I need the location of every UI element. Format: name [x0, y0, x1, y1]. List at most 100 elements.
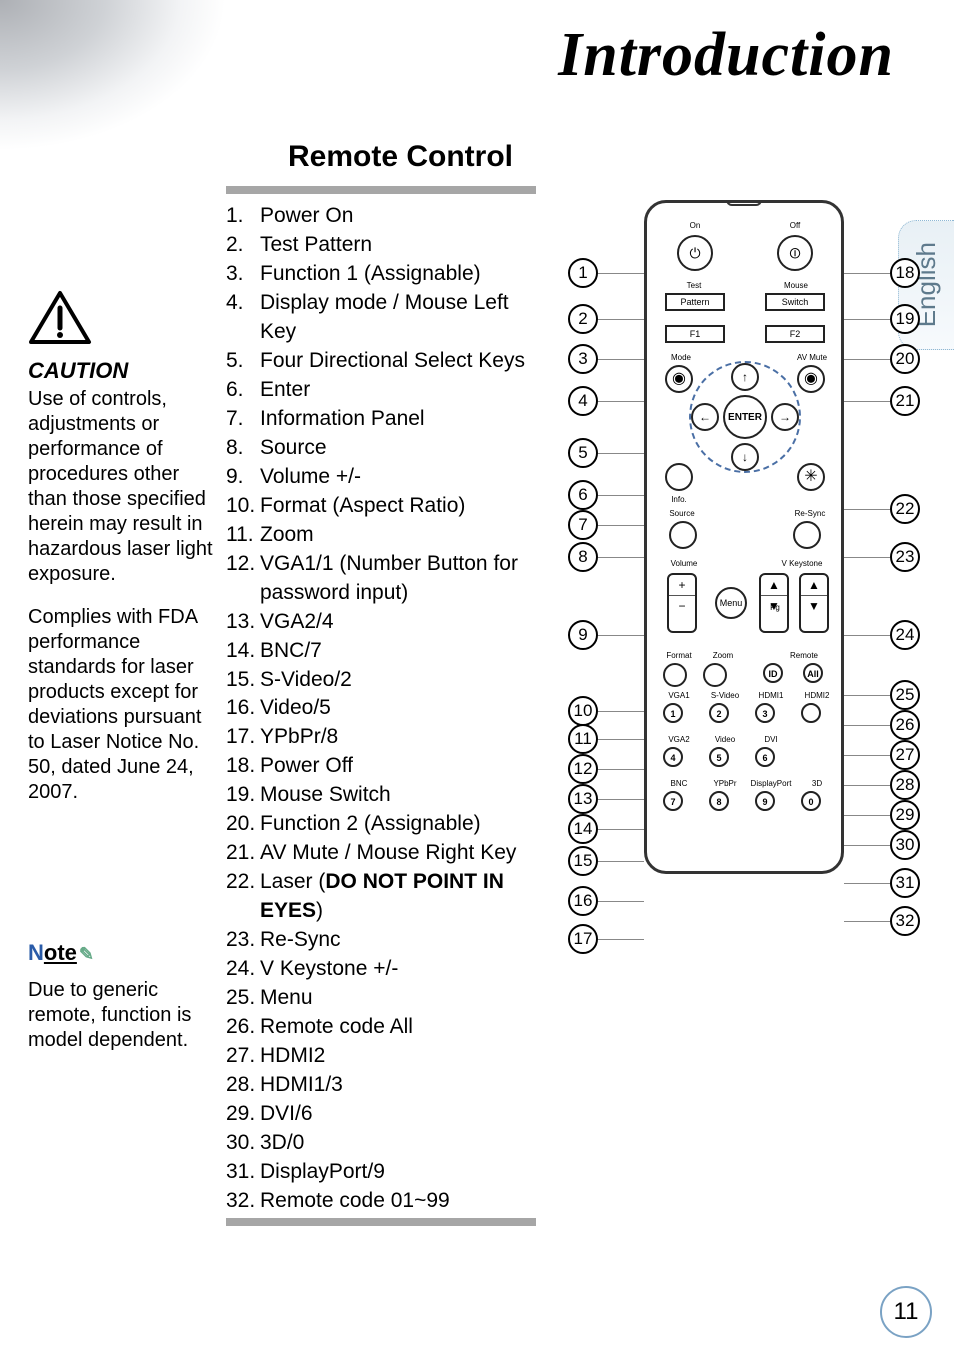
page-number: 11	[880, 1286, 932, 1338]
feature-item: 24.V Keystone +/-	[226, 955, 546, 984]
test-pattern-button[interactable]: Pattern	[665, 293, 725, 311]
callout-line	[598, 359, 644, 360]
avmute-button[interactable]: ◉	[797, 365, 825, 393]
num-9-button[interactable]: 9	[755, 791, 775, 811]
callout-15: 15	[568, 846, 598, 876]
up-button[interactable]: ↑	[731, 363, 759, 391]
callout-3: 3	[568, 344, 598, 374]
feature-num: 1.	[226, 202, 260, 231]
callout-line	[844, 785, 890, 786]
feature-num: 32.	[226, 1187, 260, 1216]
format-label: Format	[657, 651, 701, 660]
resync-button[interactable]	[793, 521, 821, 549]
format-button[interactable]	[663, 663, 687, 687]
vkeystone-label: V Keystone	[767, 559, 837, 568]
feature-item: 9.Volume +/-	[226, 463, 546, 492]
caution-text-1: Use of controls, adjustments or performa…	[28, 387, 218, 587]
vkeystone-rocker[interactable]: ▲▼	[799, 573, 829, 633]
callout-line	[598, 495, 644, 496]
callout-line	[844, 635, 890, 636]
feature-num: 24.	[226, 955, 260, 984]
callout-line	[598, 319, 644, 320]
callout-31: 31	[890, 868, 920, 898]
callout-26: 26	[890, 710, 920, 740]
callout-line	[844, 695, 890, 696]
callout-line	[844, 319, 890, 320]
num-5-button[interactable]: 5	[709, 747, 729, 767]
feature-text: HDMI1/3	[260, 1071, 546, 1100]
mode-button[interactable]: ◉	[665, 365, 693, 393]
enter-button[interactable]: ENTER	[723, 395, 767, 439]
num-blank-button[interactable]	[801, 703, 821, 723]
laser-button[interactable]: ✳	[797, 463, 825, 491]
displayport-label: DisplayPort	[749, 779, 793, 788]
num-2-button[interactable]: 2	[709, 703, 729, 723]
feature-item: 16.Video/5	[226, 694, 546, 723]
volume-rocker[interactable]: +−	[667, 573, 697, 633]
power-on-button[interactable]: ⏻	[677, 235, 713, 271]
id-button[interactable]: ID	[763, 663, 783, 683]
callout-5: 5	[568, 438, 598, 468]
feature-text: DisplayPort/9	[260, 1158, 546, 1187]
num-0-button[interactable]: 0	[801, 791, 821, 811]
callout-29: 29	[890, 800, 920, 830]
power-off-button[interactable]: ⏼	[777, 235, 813, 271]
feature-text: BNC/7	[260, 637, 546, 666]
feature-text: Remote code All	[260, 1013, 546, 1042]
feature-item: 8.Source	[226, 434, 546, 463]
callout-16: 16	[568, 886, 598, 916]
feature-text: Re-Sync	[260, 926, 546, 955]
feature-num: 3.	[226, 260, 260, 289]
left-button[interactable]: ←	[691, 403, 719, 431]
feature-text: Format (Aspect Ratio)	[260, 492, 546, 521]
off-label: Off	[777, 221, 813, 230]
feature-item: 31.DisplayPort/9	[226, 1158, 546, 1187]
right-button[interactable]: →	[771, 403, 799, 431]
all-button[interactable]: All	[803, 663, 823, 683]
zoom-button[interactable]	[703, 663, 727, 687]
note-text: Due to generic remote, function is model…	[28, 978, 218, 1053]
callout-line	[598, 557, 644, 558]
num-3-button[interactable]: 3	[755, 703, 775, 723]
num-7-button[interactable]: 7	[663, 791, 683, 811]
f1-button[interactable]: F1	[665, 325, 725, 343]
feature-num: 23.	[226, 926, 260, 955]
feature-text: Function 1 (Assignable)	[260, 260, 546, 289]
mouse-switch-button[interactable]: Switch	[765, 293, 825, 311]
callout-30: 30	[890, 830, 920, 860]
callout-14: 14	[568, 814, 598, 844]
mode-label: Mode	[661, 353, 701, 362]
menu-button[interactable]: Menu	[715, 587, 747, 619]
feature-text: Information Panel	[260, 405, 546, 434]
callout-23: 23	[890, 542, 920, 572]
feature-text: S-Video/2	[260, 666, 546, 695]
feature-text: Source	[260, 434, 546, 463]
callout-4: 4	[568, 386, 598, 416]
mouse-label: Mouse	[771, 281, 821, 290]
feature-text: Four Directional Select Keys	[260, 347, 546, 376]
feature-item: 12.VGA1/1 (Number Button for password in…	[226, 550, 546, 608]
feature-text: Display mode / Mouse Left Key	[260, 289, 546, 347]
feature-text: DVI/6	[260, 1100, 546, 1129]
down-button[interactable]: ↓	[731, 443, 759, 471]
vga2-label: VGA2	[657, 735, 701, 744]
feature-num: 21.	[226, 839, 260, 868]
callout-line	[844, 401, 890, 402]
callout-13: 13	[568, 784, 598, 814]
num-8-button[interactable]: 8	[709, 791, 729, 811]
callout-28: 28	[890, 770, 920, 800]
num-4-button[interactable]: 4	[663, 747, 683, 767]
feature-item: 27.HDMI2	[226, 1042, 546, 1071]
resync-label: Re-Sync	[783, 509, 837, 518]
feature-num: 9.	[226, 463, 260, 492]
feature-text: Enter	[260, 376, 546, 405]
feature-item: 13.VGA2/4	[226, 608, 546, 637]
info-button[interactable]	[665, 463, 693, 491]
num-1-button[interactable]: 1	[663, 703, 683, 723]
feature-item: 11.Zoom	[226, 521, 546, 550]
callout-line	[844, 921, 890, 922]
feature-text: V Keystone +/-	[260, 955, 546, 984]
num-6-button[interactable]: 6	[755, 747, 775, 767]
source-button[interactable]	[669, 521, 697, 549]
f2-button[interactable]: F2	[765, 325, 825, 343]
